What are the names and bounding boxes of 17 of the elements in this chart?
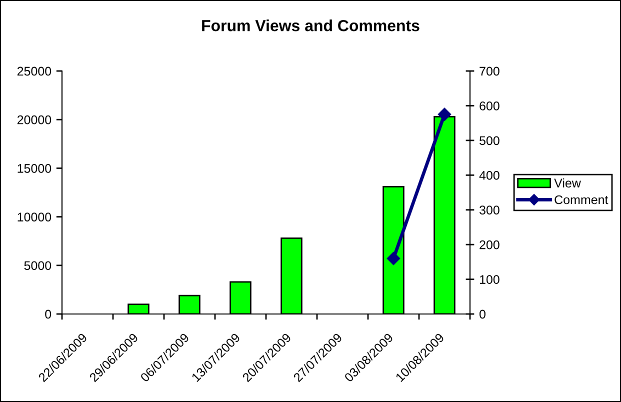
y2-tick-label: 300	[480, 206, 500, 215]
y-tick-label: 25000	[17, 66, 52, 76]
y-tick-label: 0	[45, 310, 52, 319]
legend-label: View	[554, 178, 581, 188]
legend-label: Comment	[554, 195, 608, 204]
y2-tick-label: 100	[480, 275, 500, 284]
y2-tick-label: 400	[479, 170, 500, 180]
y2-tick-label: 700	[480, 66, 500, 76]
y-tick-label: 10000	[18, 212, 52, 222]
y2-tick-label: 600	[480, 102, 500, 110]
y2-tick-label: 200	[480, 240, 500, 250]
chart-title: Forum Views and Comments	[202, 20, 420, 32]
y2-tick-label: 0	[480, 310, 486, 319]
y-tick-label: 20000	[17, 115, 52, 124]
y-tick-label: 5000	[24, 261, 52, 270]
y-tick-label: 15000	[18, 164, 52, 173]
y2-tick-label: 500	[480, 136, 500, 146]
